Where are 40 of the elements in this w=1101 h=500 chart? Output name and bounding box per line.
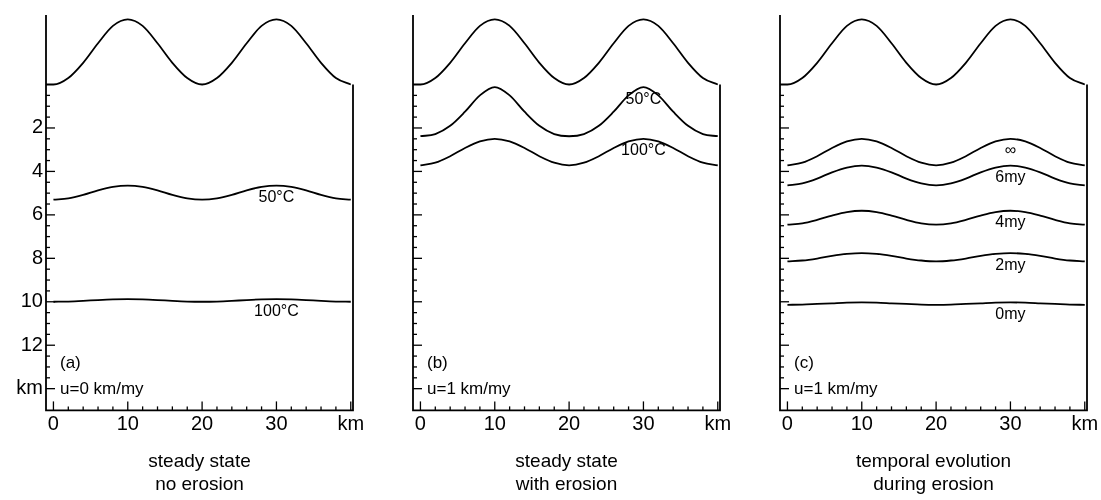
series-label: 100°C bbox=[254, 301, 299, 319]
x-tick-label: 30 bbox=[265, 411, 288, 434]
series-label: 6my bbox=[995, 167, 1026, 185]
x-tick-label: 10 bbox=[850, 411, 873, 434]
annotation: u=1 km/my bbox=[427, 379, 512, 399]
x-tick-label: 20 bbox=[924, 411, 948, 434]
x-tick-label: 20 bbox=[557, 411, 581, 434]
x-tick-label: km bbox=[704, 411, 732, 434]
x-tick-label: 30 bbox=[999, 411, 1022, 434]
x-tick-label: 0 bbox=[414, 411, 426, 434]
series-label: 0my bbox=[995, 304, 1026, 322]
y-tick-label: 8 bbox=[31, 245, 43, 268]
x-tick-label: km bbox=[1071, 411, 1099, 434]
y-tick-label: 6 bbox=[31, 202, 43, 225]
x-tick-label: 10 bbox=[116, 411, 139, 434]
annotation: (a) bbox=[60, 353, 81, 373]
x-axis-title: temporal evolution during erosion bbox=[855, 450, 1012, 494]
x-tick-label: km bbox=[337, 411, 365, 434]
series-label: 2my bbox=[995, 255, 1026, 273]
series-label: ∞ bbox=[1004, 141, 1017, 159]
series-label: 50°C bbox=[258, 187, 295, 205]
series-label: 4my bbox=[995, 213, 1026, 231]
annotation: u=0 km/my bbox=[60, 379, 145, 399]
x-tick-label: 0 bbox=[47, 411, 59, 434]
x-axis-title: steady state with erosion bbox=[514, 450, 618, 494]
y-tick-label: 2 bbox=[31, 115, 43, 138]
x-tick-label: 10 bbox=[483, 411, 506, 434]
series-label: 50°C bbox=[625, 89, 662, 107]
annotation: u=1 km/my bbox=[794, 379, 879, 399]
x-axis-title: steady state no erosion bbox=[148, 450, 251, 494]
y-tick-label: 10 bbox=[20, 289, 43, 312]
y-tick-label: 12 bbox=[20, 332, 43, 355]
x-tick-label: 30 bbox=[632, 411, 655, 434]
x-tick-label: 0 bbox=[781, 411, 793, 434]
series-label: 100°C bbox=[621, 141, 666, 159]
annotation: (c) bbox=[794, 353, 814, 373]
y-tick-label: 4 bbox=[31, 158, 43, 181]
annotation: (b) bbox=[427, 353, 448, 373]
x-tick-label: 20 bbox=[190, 411, 214, 434]
y-tick-label: km bbox=[16, 376, 43, 399]
